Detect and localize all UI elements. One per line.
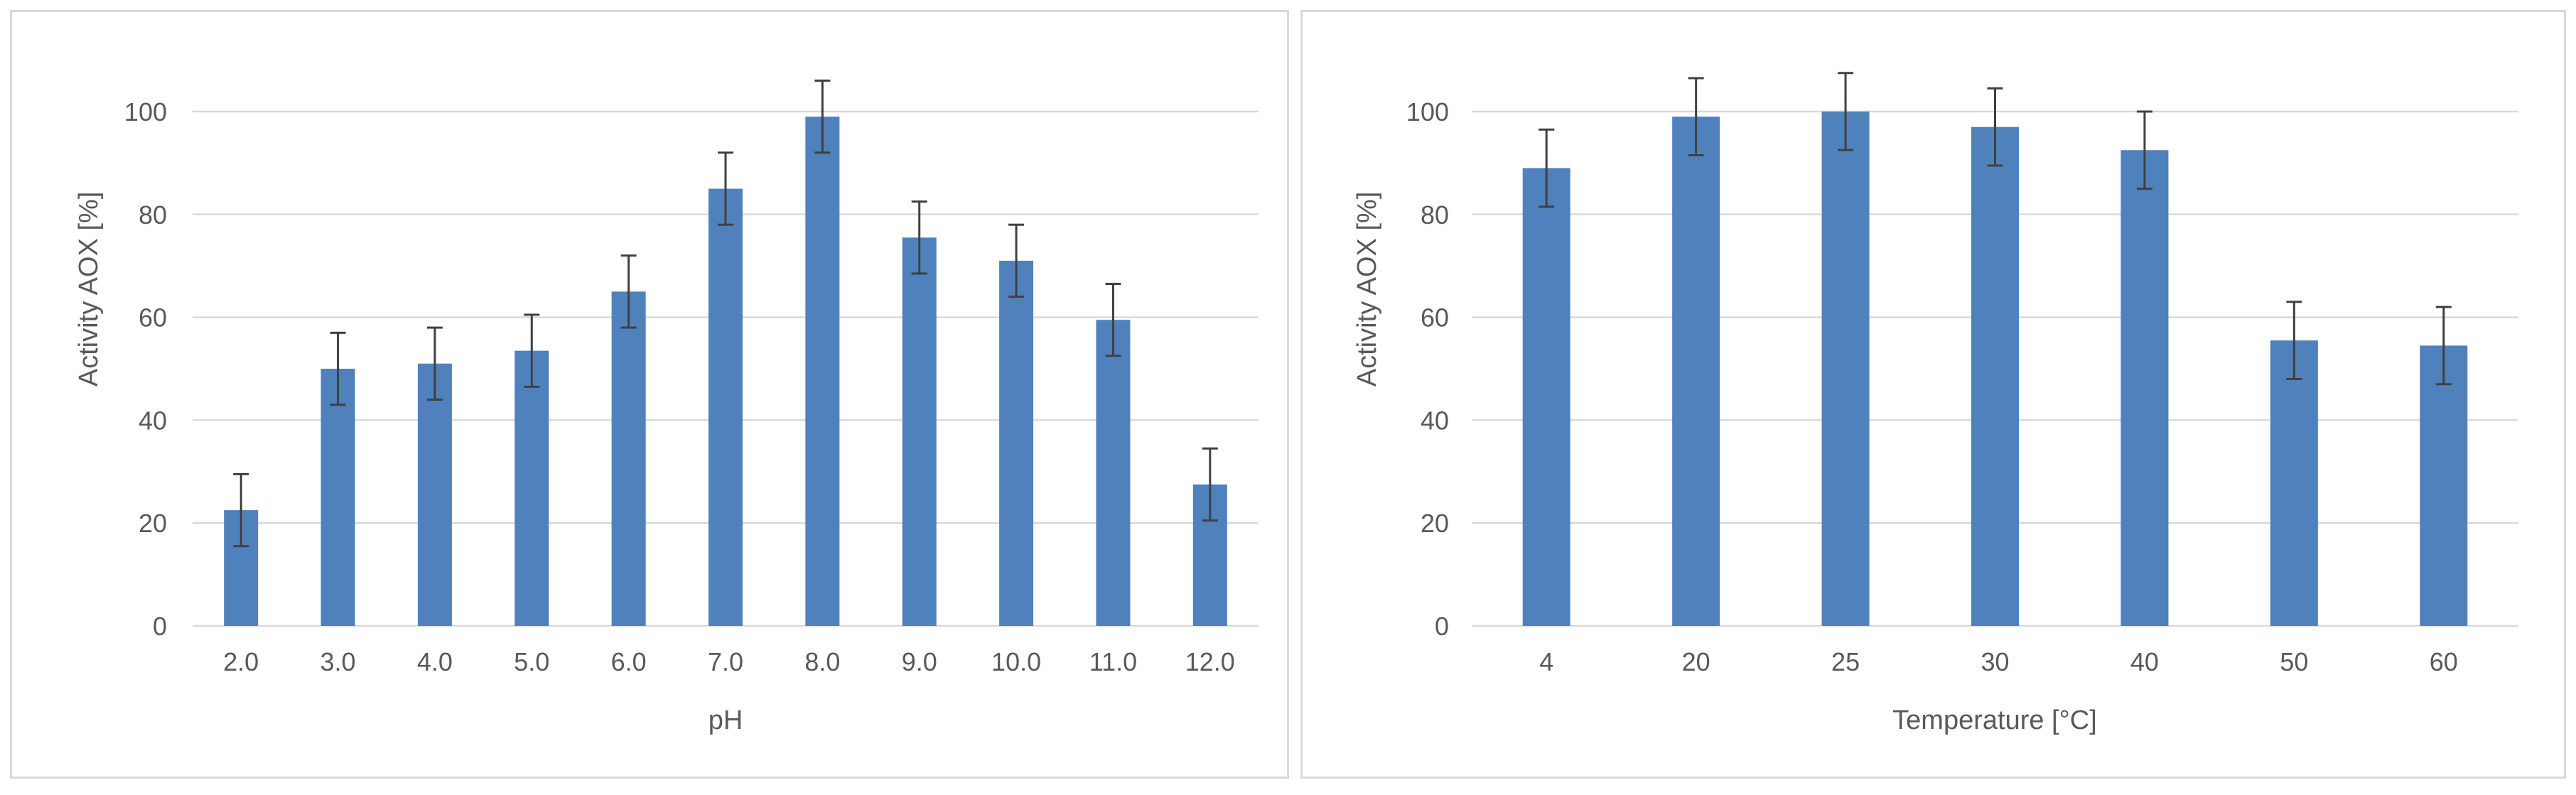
ph-y-tick-label: 60: [139, 303, 167, 332]
ph-bar: [611, 291, 646, 626]
temperature-error-bar: [1538, 128, 1555, 208]
temperature-error-bar: [1987, 87, 2003, 167]
temperature-y-tick-label: 100: [1406, 97, 1449, 126]
ph-error-bar: [1202, 447, 1218, 522]
temperature-y-tick-label: 60: [1421, 303, 1449, 332]
temperature-error-bar: [2286, 301, 2302, 380]
ph-x-tick-labels: 2.0 3.0 4.0 5.0 6.0 7.0 8.0 9.0 10.0 11.0 12.0: [223, 647, 1235, 676]
ph-x-tick-label: 2.0: [223, 647, 259, 676]
temperature-x-tick-label: 60: [2430, 647, 2458, 676]
ph-y-tick-label: 40: [139, 406, 167, 435]
temperature-y-tick-label: 20: [1421, 509, 1449, 538]
ph-bar: [805, 117, 840, 627]
ph-x-tick-label: 12.0: [1185, 647, 1235, 676]
temperature-error-bars: [1538, 72, 2452, 386]
ph-error-bar: [1105, 283, 1121, 357]
ph-bars: [224, 117, 1227, 627]
ph-bar: [999, 260, 1034, 627]
ph-error-bar: [426, 326, 443, 401]
temperature-x-axis-title: Temperature [°C]: [1892, 705, 2097, 735]
temperature-chart-panel: 0 20 40 60 80 100 4 20 25 30 40 50 60 Activity AOX …: [1300, 10, 2566, 779]
temperature-x-tick-label: 30: [1980, 647, 2009, 676]
temperature-y-tick-label: 80: [1421, 200, 1449, 229]
temperature-bar: [2120, 150, 2169, 627]
temperature-x-tick-label: 20: [1682, 647, 1710, 676]
ph-x-tick-label: 8.0: [804, 647, 840, 676]
ph-error-bar: [620, 254, 637, 329]
ph-activity-chart: 0 20 40 60 80 100 2.0 3.0 4.0 5.0 6.0 7.0 8.0 9.0 10.…: [74, 80, 1259, 735]
ph-error-bar: [911, 200, 927, 275]
ph-x-tick-label: 10.0: [991, 647, 1041, 676]
ph-y-tick-labels: 0 20 40 60 80 100: [124, 97, 167, 641]
ph-bar: [902, 237, 937, 626]
ph-x-tick-label: 4.0: [417, 647, 453, 676]
ph-y-tick-label: 100: [124, 97, 167, 126]
ph-x-tick-label: 7.0: [708, 647, 743, 676]
ph-y-axis-title: Activity AOX [%]: [74, 192, 104, 387]
temperature-x-tick-label: 4: [1539, 647, 1553, 676]
ph-x-tick-label: 9.0: [902, 647, 937, 676]
temperature-y-tick-label: 0: [1435, 612, 1449, 641]
temperature-error-bar: [2136, 110, 2152, 190]
ph-bar: [708, 188, 743, 627]
ph-x-axis-title: pH: [708, 705, 743, 735]
temperature-y-axis-title: Activity AOX [%]: [1352, 192, 1382, 387]
temperature-y-tick-labels: 0 20 40 60 80 100: [1406, 97, 1449, 641]
ph-y-tick-label: 20: [139, 509, 167, 538]
ph-error-bar: [233, 472, 249, 548]
temperature-bar: [1672, 117, 1720, 627]
ph-x-tick-label: 3.0: [320, 647, 356, 676]
ph-chart-panel: 0 20 40 60 80 100 2.0 3.0 4.0 5.0 6.0 7.0 8.0 9.0 10.…: [10, 10, 1289, 779]
ph-bar: [514, 350, 549, 626]
ph-bar: [320, 369, 355, 626]
ph-x-tick-label: 6.0: [611, 647, 647, 676]
ph-x-tick-label: 5.0: [514, 647, 549, 676]
temperature-bar: [2270, 340, 2318, 626]
ph-error-bar: [330, 331, 346, 406]
temperature-bars: [1522, 112, 2468, 627]
temperature-x-tick-label: 50: [2280, 647, 2308, 676]
ph-error-bar: [718, 151, 733, 226]
temperature-x-tick-label: 25: [1831, 647, 1860, 676]
temperature-activity-chart: 0 20 40 60 80 100 4 20 25 30 40 50 60 Activity AOX …: [1352, 72, 2518, 735]
temperature-x-tick-labels: 4 20 25 30 40 50 60: [1539, 647, 2458, 676]
temperature-error-bar: [1838, 72, 1854, 151]
ph-bar: [1096, 320, 1131, 626]
temperature-bar: [2420, 345, 2468, 626]
ph-y-tick-label: 0: [153, 612, 167, 641]
temperature-y-tick-label: 40: [1421, 406, 1449, 435]
temperature-bar: [1971, 126, 2019, 627]
ph-bar: [417, 363, 452, 626]
temperature-bar: [1522, 168, 1570, 626]
ph-y-tick-label: 80: [139, 200, 167, 229]
temperature-x-tick-label: 40: [2130, 647, 2159, 676]
ph-x-tick-label: 11.0: [1089, 647, 1137, 676]
temperature-bar: [1821, 112, 1870, 626]
ph-error-bar: [814, 80, 831, 154]
temperature-error-bar: [2435, 305, 2452, 386]
temperature-error-bar: [1688, 77, 1704, 157]
ph-error-bars: [233, 80, 1218, 548]
ph-error-bar: [1008, 223, 1025, 298]
ph-error-bar: [524, 313, 540, 388]
